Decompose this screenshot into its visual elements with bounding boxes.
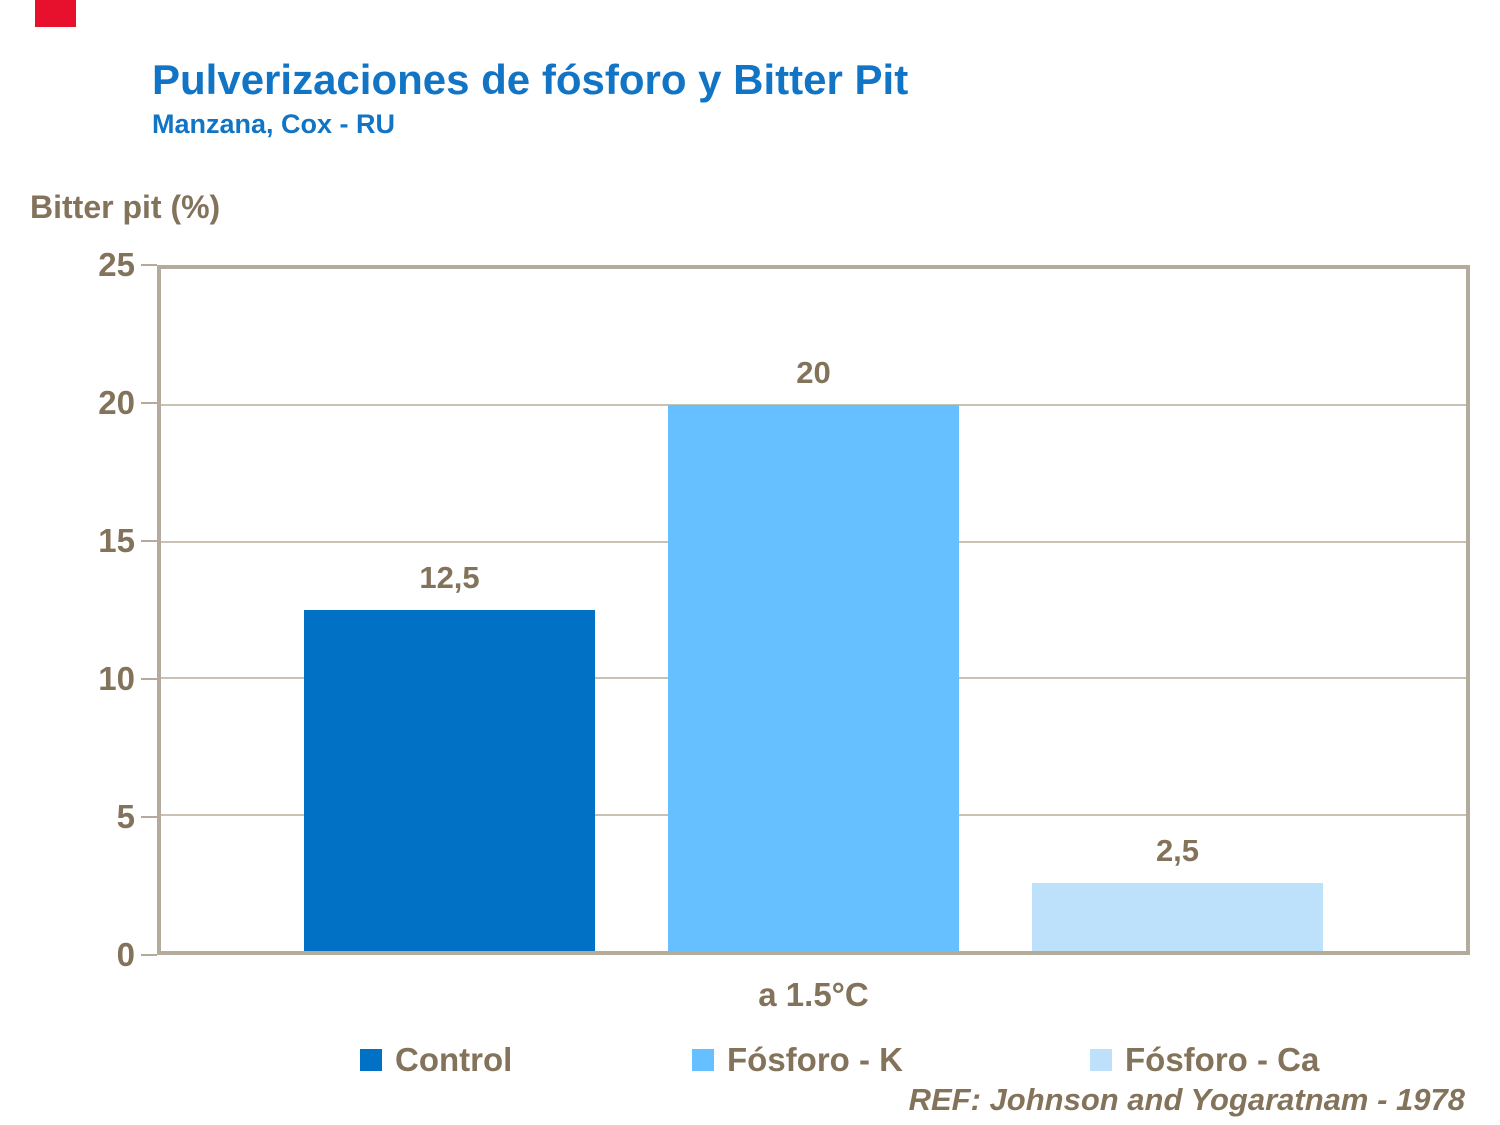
legend-item-fosforo-ca: Fósforo - Ca bbox=[1090, 1038, 1319, 1082]
y-tick-mark-5 bbox=[141, 816, 157, 818]
legend-swatch-control bbox=[360, 1049, 382, 1071]
bar-fosforo-k: 20 bbox=[668, 355, 959, 951]
x-category-label: a 1.5°C bbox=[758, 976, 869, 1013]
y-tick-label-20: 20 bbox=[98, 384, 135, 421]
bar-value-label-fosforo-k: 20 bbox=[796, 355, 831, 390]
legend-swatch-fosforo-ca bbox=[1090, 1049, 1112, 1071]
reference-text: REF: Johnson and Yogaratnam - 1978 bbox=[908, 1082, 1465, 1117]
y-tick-label-0: 0 bbox=[116, 936, 135, 973]
legend-label-fosforo-ca: Fósforo - Ca bbox=[1125, 1041, 1320, 1078]
y-tick-label-5: 5 bbox=[116, 798, 135, 835]
chart-title: Pulverizaciones de fósforo y Bitter Pit bbox=[152, 56, 909, 103]
legend-swatch-fosforo-k bbox=[692, 1049, 714, 1071]
y-tick-mark-15 bbox=[141, 540, 157, 542]
legend-label-fosforo-k: Fósforo - K bbox=[727, 1041, 903, 1078]
legend-item-fosforo-k: Fósforo - K bbox=[692, 1038, 903, 1082]
slide-accent-bar bbox=[35, 0, 76, 27]
y-tick-mark-10 bbox=[141, 678, 157, 680]
y-tick-label-25: 25 bbox=[98, 246, 135, 283]
y-axis-title: Bitter pit (%) bbox=[30, 189, 221, 225]
y-tick-label-15: 15 bbox=[98, 522, 135, 559]
legend-item-control: Control bbox=[360, 1038, 512, 1082]
plot-area: 12,5 20 2,5 bbox=[157, 265, 1470, 955]
y-tick-mark-20 bbox=[141, 402, 157, 404]
y-tick-mark-25 bbox=[141, 264, 157, 266]
y-tick-mark-0 bbox=[141, 954, 157, 956]
legend: Control Fósforo - K Fósforo - Ca bbox=[0, 1038, 1500, 1082]
bar-control: 12,5 bbox=[304, 560, 595, 951]
bar-value-label-control: 12,5 bbox=[419, 560, 480, 595]
y-tick-label-10: 10 bbox=[98, 660, 135, 697]
bar-value-label-fosforo-ca: 2,5 bbox=[1155, 833, 1200, 868]
chart-subtitle: Manzana, Cox - RU bbox=[152, 109, 396, 139]
bar-fosforo-ca: 2,5 bbox=[1032, 833, 1323, 951]
legend-label-control: Control bbox=[395, 1041, 513, 1078]
